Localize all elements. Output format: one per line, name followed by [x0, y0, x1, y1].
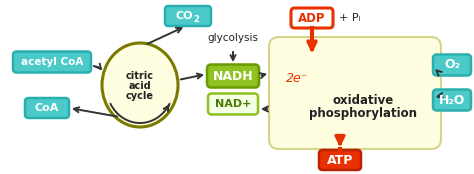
Text: ATP: ATP [327, 153, 353, 167]
FancyBboxPatch shape [165, 6, 211, 26]
Text: CO: CO [175, 11, 193, 21]
Text: + Pᵢ: + Pᵢ [339, 13, 361, 23]
Text: oxidative: oxidative [332, 94, 393, 108]
Text: 2e⁻: 2e⁻ [286, 72, 308, 85]
Ellipse shape [102, 43, 178, 127]
FancyBboxPatch shape [269, 37, 441, 149]
Text: cycle: cycle [126, 91, 154, 101]
FancyBboxPatch shape [207, 65, 259, 88]
FancyBboxPatch shape [433, 54, 471, 76]
Text: O₂: O₂ [444, 58, 460, 72]
Text: CoA: CoA [35, 103, 59, 113]
Text: ADP: ADP [298, 11, 326, 25]
Text: NAD+: NAD+ [215, 99, 251, 109]
Text: NADH: NADH [213, 69, 253, 82]
Text: phosphorylation: phosphorylation [309, 106, 417, 120]
Text: 2: 2 [193, 15, 199, 25]
FancyBboxPatch shape [291, 8, 333, 28]
Text: acid: acid [128, 81, 151, 91]
FancyBboxPatch shape [13, 52, 91, 73]
FancyBboxPatch shape [25, 98, 69, 118]
FancyBboxPatch shape [433, 89, 471, 110]
Text: glycolysis: glycolysis [208, 33, 258, 43]
FancyBboxPatch shape [319, 150, 361, 170]
Text: H₂O: H₂O [439, 93, 465, 106]
Text: citric: citric [126, 71, 154, 81]
FancyBboxPatch shape [208, 93, 258, 114]
Text: acetyl CoA: acetyl CoA [21, 57, 83, 67]
